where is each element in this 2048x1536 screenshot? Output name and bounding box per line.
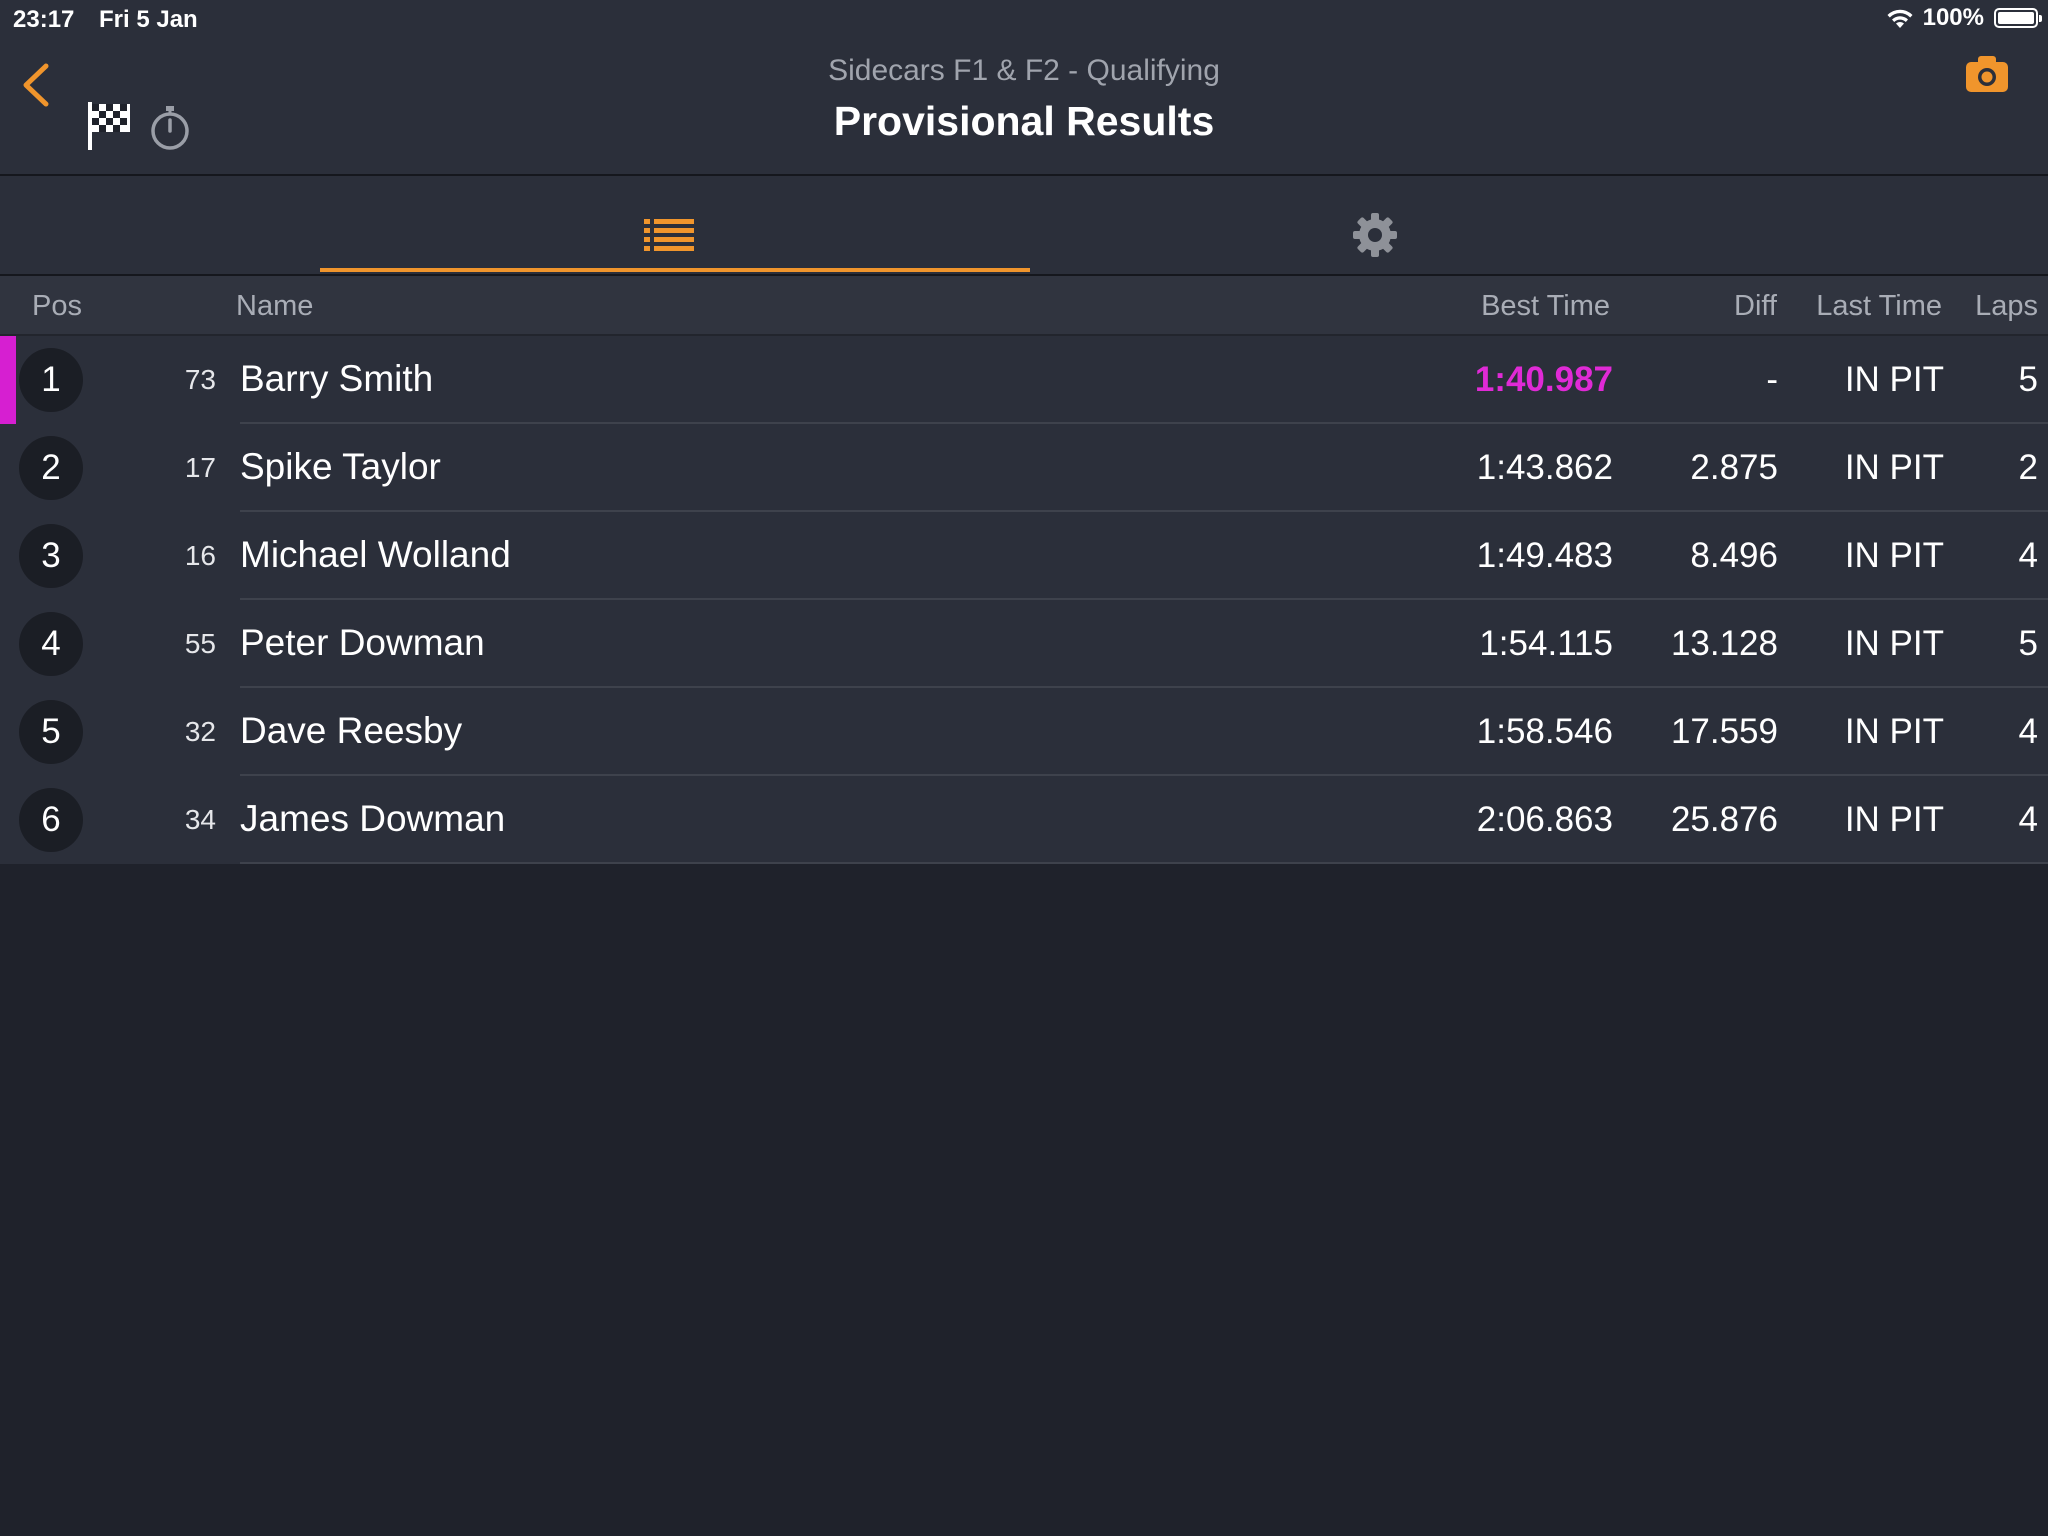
position-badge: 3 xyxy=(19,524,83,588)
wifi-icon xyxy=(1887,9,1913,28)
position-badge: 6 xyxy=(19,788,83,852)
laps-count: 5 xyxy=(2018,360,2038,399)
car-number: 73 xyxy=(184,364,216,395)
camera-icon[interactable] xyxy=(1964,54,2010,94)
car-number: 16 xyxy=(184,540,216,571)
column-laps: Laps xyxy=(1975,290,2038,322)
selected-tab-indicator xyxy=(320,268,1030,272)
car-number: 34 xyxy=(184,804,216,835)
list-icon xyxy=(644,219,694,251)
row-divider xyxy=(240,862,2048,864)
row-divider xyxy=(240,422,2048,424)
last-time: IN PIT xyxy=(1844,536,1944,575)
laps-count: 5 xyxy=(2018,624,2038,663)
position-badge: 1 xyxy=(19,348,83,412)
car-number: 55 xyxy=(184,628,216,659)
position-badge: 2 xyxy=(19,436,83,500)
row-divider xyxy=(240,774,2048,776)
driver-name: Peter Dowman xyxy=(240,622,485,663)
column-name: Name xyxy=(236,290,314,322)
fastest-lap-marker xyxy=(0,336,16,424)
checkered-flag-icon xyxy=(88,102,130,150)
laps-count: 4 xyxy=(2018,712,2038,751)
driver-name: Michael Wolland xyxy=(240,534,511,575)
column-diff: Diff xyxy=(1734,290,1777,322)
laps-count: 4 xyxy=(2018,536,2038,575)
battery-icon xyxy=(1994,8,2042,28)
session-subtitle: Sidecars F1 & F2 - Qualifying xyxy=(828,54,1220,87)
back-chevron-icon[interactable] xyxy=(18,60,54,110)
driver-name: Dave Reesby xyxy=(240,710,463,751)
table-row[interactable]: 3 16 Michael Wolland 1:49.483 8.496 IN P… xyxy=(0,512,2048,600)
diff-time: 25.876 xyxy=(1670,800,1778,839)
battery-percent: 100% xyxy=(1922,4,1984,31)
stopwatch-icon xyxy=(151,106,189,150)
nav-header: Sidecars F1 & F2 - Qualifying Provisiona… xyxy=(0,40,2048,176)
best-time: 2:06.863 xyxy=(1476,800,1613,839)
column-last-time: Last Time xyxy=(1816,290,1942,322)
row-divider xyxy=(240,510,2048,512)
car-number: 32 xyxy=(184,716,216,747)
last-time: IN PIT xyxy=(1844,712,1944,751)
last-time: IN PIT xyxy=(1844,360,1944,399)
diff-time: 17.559 xyxy=(1670,712,1778,751)
results-table: 1 73 Barry Smith 1:40.987 - IN PIT 5 2 1… xyxy=(0,336,2048,864)
table-row[interactable]: 1 73 Barry Smith 1:40.987 - IN PIT 5 xyxy=(0,336,2048,424)
table-row[interactable]: 6 34 James Dowman 2:06.863 25.876 IN PIT… xyxy=(0,776,2048,864)
results-column-header: Pos Name Best Time Diff Last Time Laps xyxy=(0,276,2048,336)
position-badge: 4 xyxy=(19,612,83,676)
diff-time: 2.875 xyxy=(1690,448,1778,487)
table-row[interactable]: 5 32 Dave Reesby 1:58.546 17.559 IN PIT … xyxy=(0,688,2048,776)
car-number: 17 xyxy=(184,452,216,483)
row-divider xyxy=(240,598,2048,600)
best-time: 1:40.987 xyxy=(1474,360,1613,399)
column-pos: Pos xyxy=(32,290,82,322)
best-time: 1:54.115 xyxy=(1479,624,1613,663)
driver-name: Spike Taylor xyxy=(240,446,441,487)
best-time: 1:58.546 xyxy=(1476,712,1613,751)
status-time: 23:17 xyxy=(13,6,75,33)
diff-time: - xyxy=(1766,360,1778,399)
laps-count: 4 xyxy=(2018,800,2038,839)
status-date: Fri 5 Jan xyxy=(99,6,198,33)
tab-settings[interactable] xyxy=(1030,176,1740,274)
driver-name: James Dowman xyxy=(240,798,506,839)
last-time: IN PIT xyxy=(1844,448,1944,487)
page-title: Provisional Results xyxy=(833,98,1215,144)
position-badge: 5 xyxy=(19,700,83,764)
last-time: IN PIT xyxy=(1844,624,1944,663)
table-row[interactable]: 4 55 Peter Dowman 1:54.115 13.128 IN PIT… xyxy=(0,600,2048,688)
gear-icon xyxy=(1353,213,1397,257)
tab-bar xyxy=(0,176,2048,276)
last-time: IN PIT xyxy=(1844,800,1944,839)
tab-results-list[interactable] xyxy=(320,176,1030,274)
driver-name: Barry Smith xyxy=(240,358,434,399)
best-time: 1:49.483 xyxy=(1476,536,1613,575)
diff-time: 13.128 xyxy=(1670,624,1778,663)
best-time: 1:43.862 xyxy=(1476,448,1613,487)
status-bar: 23:17 Fri 5 Jan 100% xyxy=(0,0,2048,40)
laps-count: 2 xyxy=(2018,448,2038,487)
table-row[interactable]: 2 17 Spike Taylor 1:43.862 2.875 IN PIT … xyxy=(0,424,2048,512)
diff-time: 8.496 xyxy=(1690,536,1778,575)
column-best-time: Best Time xyxy=(1481,290,1610,322)
row-divider xyxy=(240,686,2048,688)
status-indicators: 100% xyxy=(1885,4,2042,32)
